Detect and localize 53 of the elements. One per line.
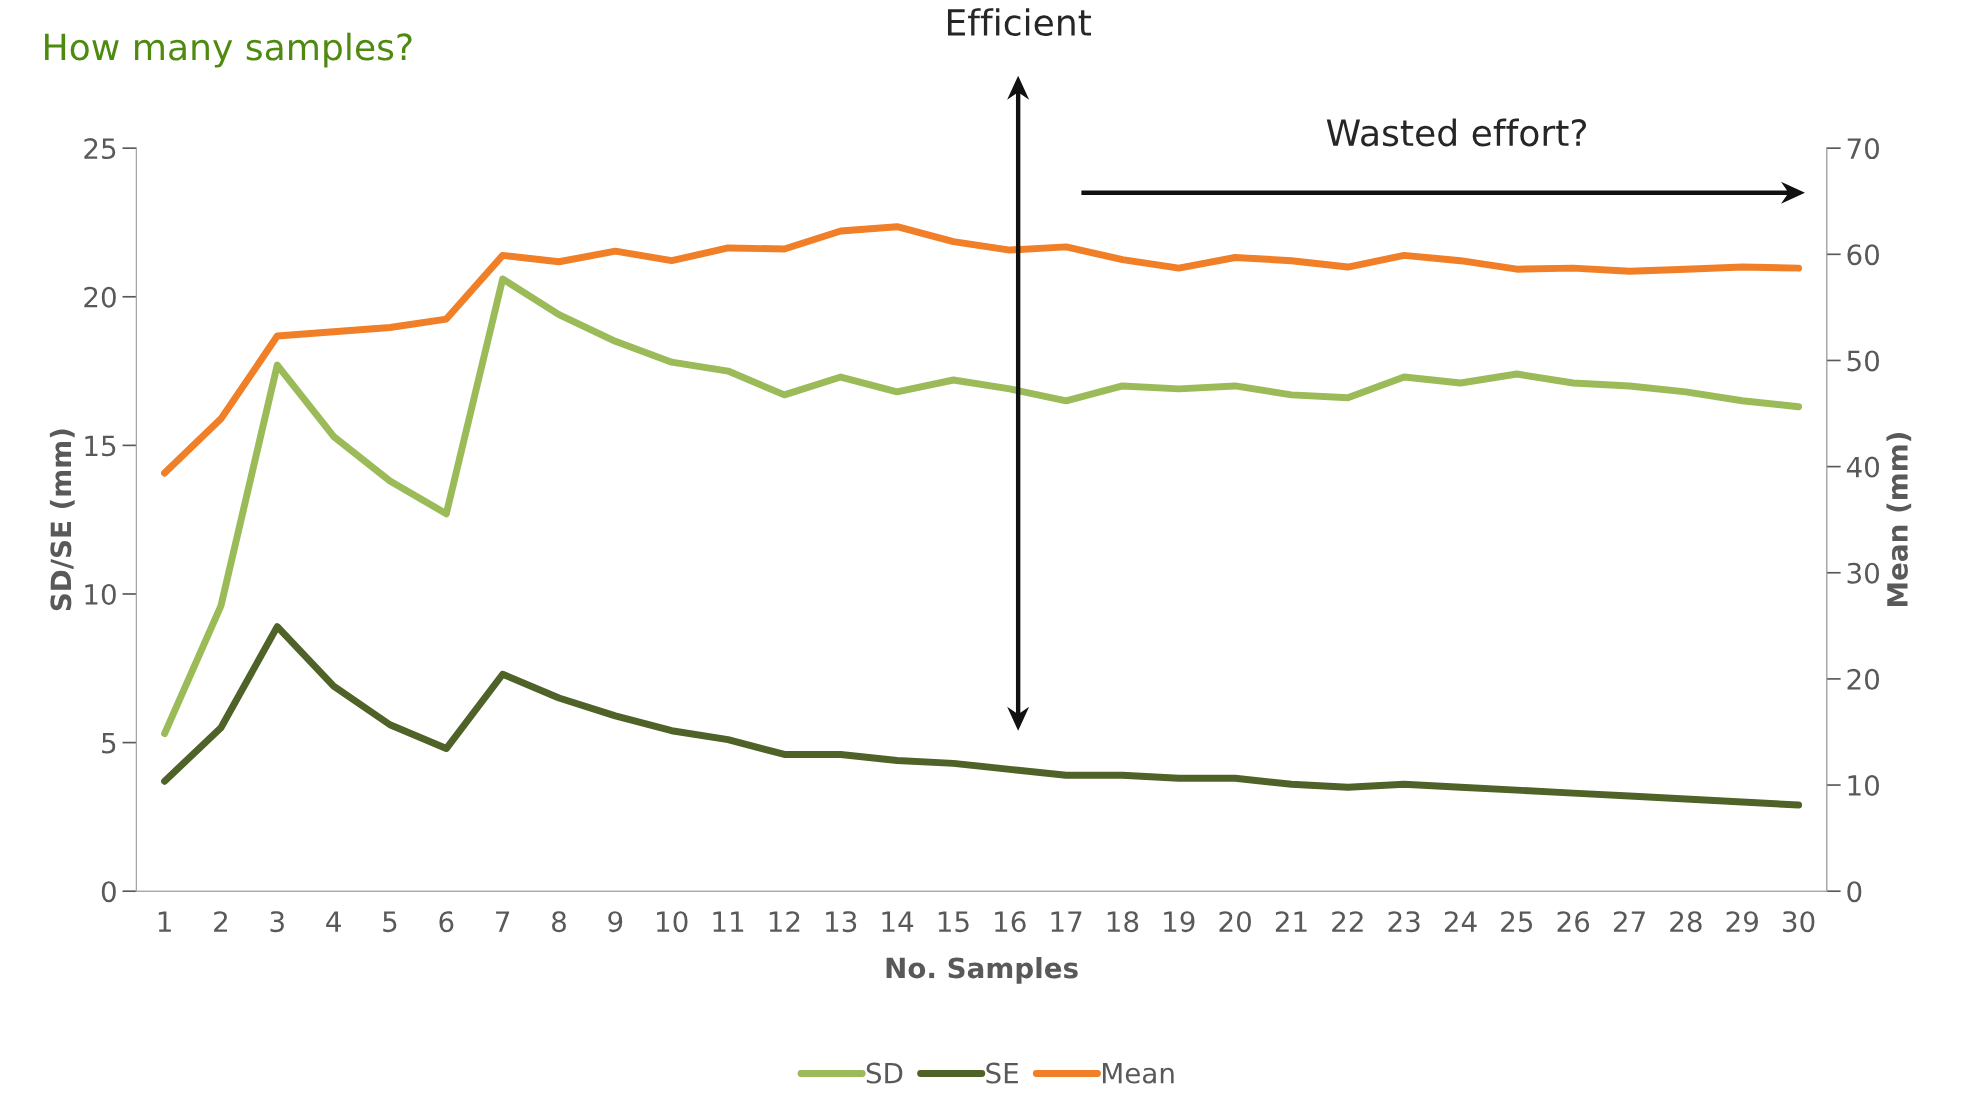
x-tick-label: 14: [882, 911, 914, 932]
x-tick-label: 10: [657, 911, 688, 933]
x-tick-label: 19: [1164, 911, 1195, 933]
y2-tick-label: 30: [1847, 562, 1879, 584]
chart-title: How many samples?: [45, 32, 412, 68]
x-tick-label: 16: [995, 911, 1026, 933]
x-tick-label: 4: [326, 911, 341, 932]
text: Wasted effort?: [1326, 118, 1587, 147]
x-tick-label: 8: [552, 911, 566, 933]
x-tick-label: 29: [1726, 911, 1758, 933]
y-axis-title: SD/SE (mm): [49, 429, 75, 611]
x-tick-label: 18: [1107, 911, 1139, 933]
x-tick-label: 25: [1501, 911, 1533, 933]
x-tick-label: 5: [383, 911, 397, 933]
y2-tick-label: 20: [1847, 668, 1879, 690]
legend-label: SE: [986, 1062, 1018, 1084]
y2-tick-label: 70: [1847, 138, 1879, 160]
y-tick-label: 10: [85, 583, 116, 605]
x-tick-label: 15: [938, 911, 969, 933]
x-tick-label: 22: [1332, 911, 1363, 932]
x-tick-label: 21: [1275, 911, 1307, 932]
y2-tick-label: 40: [1846, 456, 1879, 478]
y2-tick-label: 0: [1847, 881, 1862, 903]
legend-label: Mean: [1102, 1062, 1174, 1084]
x-tick-label: 11: [713, 911, 744, 932]
y2-tick-label: 60: [1847, 244, 1879, 266]
x-tick-label: 13: [826, 911, 857, 933]
x-axis-title: No. Samples: [886, 956, 1078, 984]
x-tick-label: 20: [1219, 911, 1251, 933]
x-tick-label: 3: [270, 911, 284, 933]
x-tick-label: 1: [158, 911, 171, 932]
x-tick-label: 9: [608, 911, 623, 933]
x-tick-label: 2: [214, 911, 227, 932]
y-tick-label: 0: [101, 881, 116, 903]
y-tick-label: 25: [84, 138, 116, 160]
x-tick-label: 12: [769, 911, 800, 932]
x-tick-label: 24: [1444, 911, 1477, 932]
x-tick-label: 6: [439, 911, 454, 933]
legend-label: SD: [866, 1062, 903, 1084]
x-tick-label: 23: [1388, 911, 1420, 933]
x-tick-label: 17: [1051, 911, 1082, 932]
y-tick-label: 5: [102, 732, 116, 754]
y2-tick-label: 10: [1848, 774, 1879, 796]
y-tick-label: 15: [85, 435, 116, 457]
text: Efficient: [947, 8, 1091, 37]
x-tick-label: 7: [496, 911, 510, 932]
x-tick-label: 27: [1613, 911, 1645, 932]
x-tick-label: 30: [1783, 911, 1815, 933]
x-tick-label: 26: [1557, 911, 1590, 933]
y-tick-label: 20: [84, 286, 116, 308]
y2-axis-title: Mean (mm): [1886, 433, 1912, 607]
x-tick-label: 28: [1670, 911, 1702, 933]
y2-tick-label: 50: [1847, 350, 1879, 372]
